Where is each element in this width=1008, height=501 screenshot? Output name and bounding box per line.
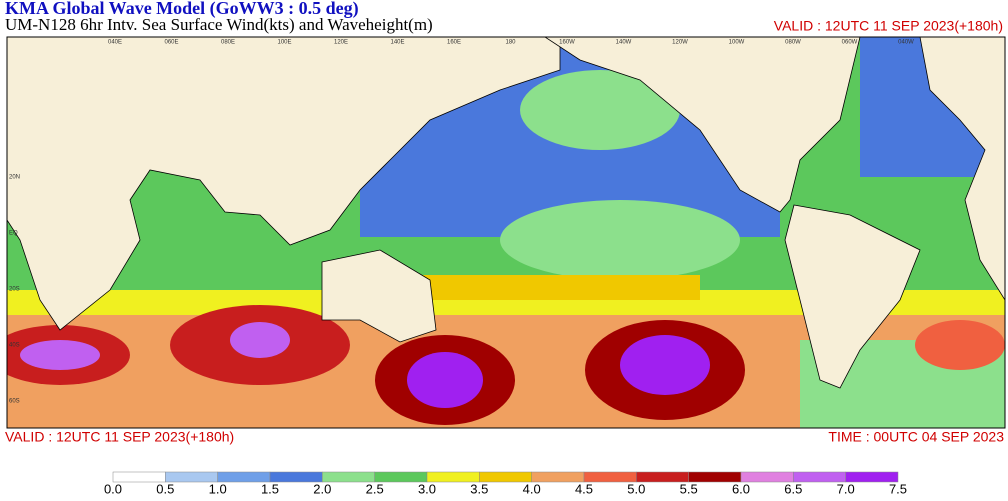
lat-label: 20N: [9, 175, 20, 181]
lon-label: 160W: [559, 40, 575, 46]
lon-label: 080E: [221, 40, 235, 46]
lat-label: 60S: [9, 399, 20, 405]
init-time: TIME : 00UTC 04 SEP 2023: [828, 429, 1004, 445]
colorbar-label: 4.5: [575, 481, 593, 496]
colorbar-label: 2.0: [313, 481, 331, 496]
valid-top: VALID : 12UTC 11 SEP 2023(+180h): [774, 18, 1003, 34]
colorbar-label: 6.0: [732, 481, 750, 496]
subtitle: UM-N128 6hr Intv. Sea Surface Wind(kts) …: [5, 15, 433, 34]
lon-label: 100W: [729, 40, 745, 46]
colorbar-label: 1.0: [209, 481, 227, 496]
colorbar-label: 3.5: [470, 481, 488, 496]
valid-bottom: VALID : 12UTC 11 SEP 2023(+180h): [5, 429, 234, 445]
lon-label: 040W: [898, 40, 914, 46]
colorbar-label: 3.0: [418, 481, 436, 496]
lat-label: 20S: [9, 287, 20, 293]
lon-label: 160E: [447, 40, 461, 46]
title: KMA Global Wave Model (GoWW3 : 0.5 deg): [5, 0, 359, 19]
lon-label: 120W: [672, 40, 688, 46]
colorbar-label: 0.5: [156, 481, 174, 496]
lon-label: 060W: [842, 40, 858, 46]
colorbar-label: 0.0: [104, 481, 122, 496]
colorbar-label: 5.0: [627, 481, 645, 496]
colorbar-label: 1.5: [261, 481, 279, 496]
lon-label: 120E: [334, 40, 348, 46]
lon-label: 060E: [164, 40, 178, 46]
lon-label: 180: [505, 40, 516, 46]
colorbar-label: 5.5: [680, 481, 698, 496]
lon-label: 140E: [390, 40, 404, 46]
lon-label: 140W: [616, 40, 632, 46]
map-frame: [6, 36, 1006, 429]
lon-label: 100E: [277, 40, 291, 46]
colorbar-label: 4.0: [523, 481, 541, 496]
lat-label: 40S: [9, 343, 20, 349]
colorbar-label: 2.5: [366, 481, 384, 496]
colorbar-label: 7.0: [837, 481, 855, 496]
lon-label: 040E: [108, 40, 122, 46]
lat-label: EQ: [9, 231, 18, 237]
colorbar-swatch: [845, 471, 899, 483]
map: [7, 37, 1005, 428]
lon-label: 080W: [785, 40, 801, 46]
colorbar-label: 7.5: [889, 481, 907, 496]
colorbar-label: 6.5: [784, 481, 802, 496]
